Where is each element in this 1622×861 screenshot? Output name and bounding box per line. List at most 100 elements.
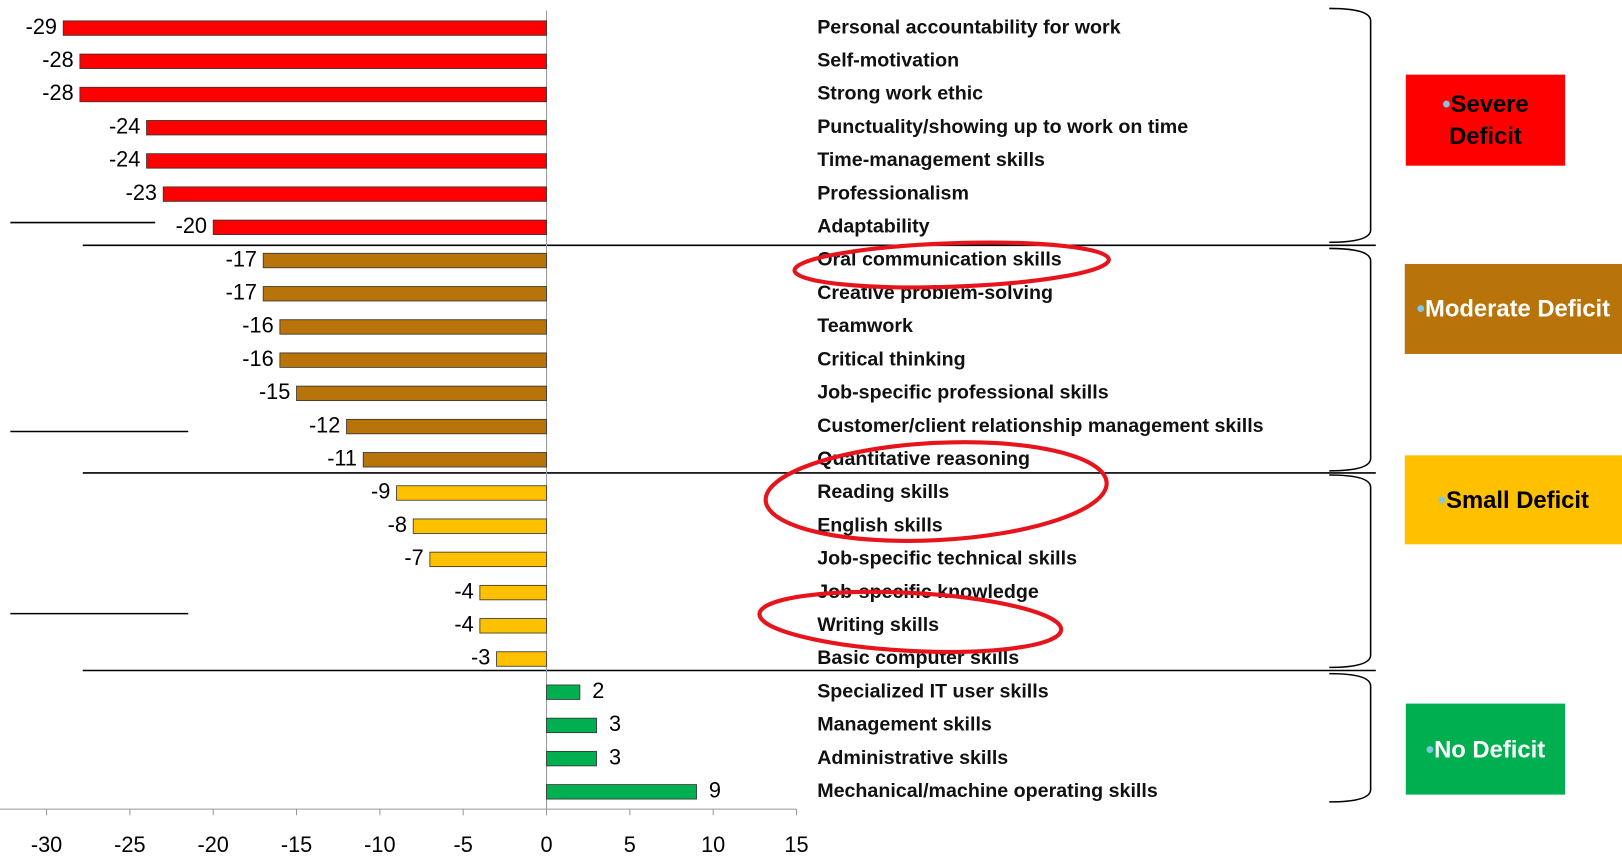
bar: [212, 219, 547, 235]
x-tick-label: -25: [114, 832, 145, 857]
bar: [429, 551, 547, 568]
legend-box: Severe Deficit: [1406, 75, 1565, 166]
bar: [546, 717, 597, 734]
x-tick-label: 5: [624, 832, 636, 857]
bar: [546, 684, 581, 700]
value-label: 3: [609, 711, 621, 736]
value-label: -4: [454, 578, 473, 603]
category-label: Specialized IT user skills: [817, 680, 1049, 702]
bar: [279, 352, 547, 368]
bar: [146, 120, 547, 136]
brace: [1329, 247, 1372, 472]
category-label: Management skills: [817, 714, 992, 736]
legend-label: Moderate Deficit: [1417, 293, 1610, 325]
highlights: [757, 240, 1111, 654]
value-label: -8: [388, 512, 407, 537]
category-label: Personal accountability for work: [817, 16, 1120, 38]
x-tick-label: -30: [31, 832, 62, 857]
plot: -30 -25 -20 -15 -10 -5 0 5 10 15 -29 Personal accou…: [0, 11, 1622, 858]
category-label: Quantitative reasoning: [817, 448, 1030, 470]
brace: [1329, 474, 1372, 669]
brace: [1329, 672, 1372, 803]
bar: [396, 485, 547, 501]
bar: [162, 186, 547, 202]
category-label: Job-specific technical skills: [817, 548, 1077, 570]
bar: [479, 618, 547, 634]
bar: [496, 651, 547, 667]
category-label: Administrative skills: [817, 747, 1008, 769]
category-label: Time-management skills: [817, 149, 1045, 171]
value-label: -24: [109, 113, 140, 138]
value-label: -16: [242, 313, 273, 338]
highlight-ellipse: [763, 440, 1109, 543]
category-label: Adaptability: [817, 216, 929, 238]
legend-box: No Deficit: [1406, 704, 1565, 795]
bar: [79, 53, 547, 69]
value-label: -24: [109, 147, 140, 172]
highlight-ellipse: [757, 589, 1064, 654]
bar: [296, 385, 547, 402]
bar: [279, 319, 547, 335]
legend-item: Small Deficit: [1405, 455, 1622, 544]
value-label: -15: [259, 379, 290, 404]
bar: [546, 750, 597, 767]
value-label: -16: [242, 346, 273, 371]
category-label: Mechanical/machine operating skills: [817, 780, 1158, 802]
bar: [362, 452, 547, 468]
x-tick-label: -15: [281, 832, 312, 857]
value-label: -12: [309, 412, 340, 437]
category-label: Writing skills: [817, 614, 939, 636]
value-label: -17: [226, 279, 257, 304]
value-label: 3: [609, 744, 621, 769]
category-label: Teamwork: [817, 315, 913, 337]
value-label: -23: [126, 180, 157, 205]
legend-box: Small Deficit: [1405, 455, 1622, 544]
value-label: -7: [404, 545, 423, 570]
category-label: Self-motivation: [817, 49, 959, 71]
value-label: -20: [176, 213, 207, 238]
value-label: -17: [226, 246, 257, 271]
bar: [546, 784, 697, 800]
brace: [1329, 7, 1372, 244]
value-label: -29: [26, 14, 57, 39]
bar: [79, 86, 547, 103]
highlight-ellipse: [792, 240, 1111, 290]
bar: [146, 153, 547, 169]
legend-label: No Deficit: [1426, 733, 1545, 765]
bar: [412, 518, 547, 534]
value-label: -11: [327, 446, 357, 471]
bar: [262, 252, 547, 269]
x-tick-label: 0: [540, 832, 552, 857]
x-tick-label: -10: [364, 832, 395, 857]
bar: [479, 584, 547, 601]
category-label: Customer/client relationship management …: [817, 415, 1263, 437]
value-label: -3: [471, 645, 490, 670]
category-label: Punctuality/showing up to work on time: [817, 116, 1188, 138]
bar: [346, 418, 547, 435]
decorations: [10, 7, 1376, 803]
legend-item: Moderate Deficit: [1405, 264, 1622, 354]
category-label: Oral communication skills: [817, 249, 1062, 271]
category-label: Professionalism: [817, 182, 969, 204]
category-label: Critical thinking: [817, 348, 965, 370]
x-tick-label: -5: [454, 832, 473, 857]
value-label: 2: [592, 678, 604, 703]
legend-item: Severe Deficit: [1406, 75, 1565, 166]
category-label: Reading skills: [817, 481, 949, 503]
x-tick-label: -20: [198, 832, 229, 857]
value-label: -4: [454, 612, 473, 637]
legend-label: Small Deficit: [1438, 484, 1589, 516]
category-label: English skills: [817, 514, 943, 536]
category-label: Job-specific professional skills: [817, 382, 1109, 404]
value-label: -28: [42, 80, 73, 105]
bar: [62, 20, 547, 36]
value-label: -9: [371, 479, 390, 504]
legend-label: Severe Deficit: [1416, 88, 1555, 152]
x-tick-label: 10: [701, 832, 725, 857]
legend-box: Moderate Deficit: [1405, 264, 1622, 354]
value-label: -28: [42, 47, 73, 72]
bar: [262, 286, 547, 302]
category-label: Strong work ethic: [817, 83, 983, 105]
